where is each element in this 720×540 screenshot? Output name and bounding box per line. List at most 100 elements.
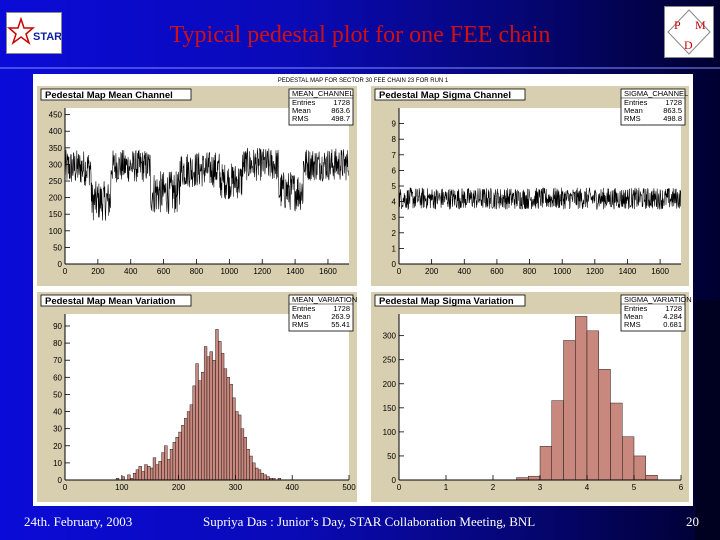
x-tick-label: 400 (458, 267, 472, 276)
histogram-bar (144, 464, 148, 481)
x-tick-label: 300 (229, 483, 243, 492)
x-tick-label: 1200 (253, 267, 271, 276)
histogram-bar (209, 351, 213, 481)
histogram-bar (198, 380, 202, 481)
y-tick-label: 300 (383, 332, 397, 341)
histogram-bar (181, 425, 185, 481)
histogram-bar (147, 466, 151, 481)
histogram-bar (598, 369, 611, 481)
y-tick-label: 200 (49, 194, 63, 203)
stats-entries-label: Entries (292, 98, 316, 107)
x-tick-label: 2 (491, 483, 496, 492)
y-tick-label: 70 (53, 356, 62, 365)
histogram-bar (255, 467, 259, 481)
stats-rms-value: 498.7 (331, 114, 350, 123)
stats-entries-label: Entries (292, 304, 316, 313)
y-tick-label: 100 (383, 428, 397, 437)
y-tick-label: 400 (49, 127, 63, 136)
histogram-bar (149, 467, 154, 481)
stats-rms-value: 498.8 (663, 114, 682, 123)
stats-box (620, 88, 686, 126)
x-tick-label: 400 (124, 267, 138, 276)
histogram-bar (229, 383, 233, 481)
histogram-bar (215, 329, 219, 481)
histogram-bar (178, 431, 182, 481)
histogram-bar (169, 448, 174, 481)
x-tick-label: 600 (490, 267, 504, 276)
x-tick-label: 1200 (586, 267, 604, 276)
stats-mean-value: 863.5 (663, 106, 682, 115)
histogram-bar (263, 474, 267, 481)
y-tick-label: 9 (392, 120, 397, 129)
y-tick-label: 0 (392, 260, 397, 269)
stats-rms-label: RMS (624, 320, 641, 329)
y-tick-label: 0 (58, 476, 63, 485)
y-tick-label: 50 (387, 452, 396, 461)
x-tick-label: 200 (425, 267, 439, 276)
histogram-bar (575, 316, 588, 481)
histogram-bar (240, 428, 245, 481)
histogram-bar (238, 414, 242, 481)
y-tick-label: 6 (392, 166, 397, 175)
stats-entries-label: Entries (624, 304, 648, 313)
stats-mean-value: 4.284 (663, 312, 682, 321)
right-shadow (695, 300, 720, 540)
histogram-bar (551, 400, 564, 481)
y-tick-label: 300 (49, 160, 63, 169)
star-logo-text: STAR (33, 31, 61, 43)
chart-title-box (374, 294, 526, 307)
histogram-bar (260, 472, 265, 481)
slide-title: Typical pedestal plot for one FEE chain (169, 22, 551, 48)
y-tick-label: 20 (53, 442, 62, 451)
stats-name: MEAN_VARIATION (292, 295, 357, 304)
stats-mean-value: 263.9 (331, 312, 350, 321)
histogram-bar (155, 464, 159, 481)
chart-title-box (374, 88, 526, 101)
y-tick-label: 90 (53, 322, 62, 331)
canvas-header: PEDESTAL MAP FOR SECTOR 30 FEE CHAIN 23 … (278, 78, 449, 84)
x-tick-label: 1 (444, 483, 449, 492)
stats-entries-value: 1728 (665, 98, 682, 107)
stats-box (288, 294, 354, 332)
x-tick-label: 1400 (619, 267, 637, 276)
histogram-bar (257, 469, 262, 481)
histogram-bar (220, 353, 225, 481)
histogram-bar (158, 460, 162, 481)
stats-entries-value: 1728 (333, 304, 350, 313)
chart-title-box (40, 294, 192, 307)
histogram-bar (203, 346, 208, 481)
x-tick-label: 0 (63, 267, 68, 276)
x-tick-label: 800 (523, 267, 537, 276)
diamond-icon (667, 9, 711, 55)
stats-name: MEAN_CHANNEL (292, 89, 354, 98)
stats-rms-value: 55.41 (331, 320, 350, 329)
histogram-bar (127, 474, 131, 481)
y-tick-label: 10 (53, 459, 62, 468)
pmd-letter-d: D (684, 38, 693, 52)
x-tick-label: 0 (397, 267, 402, 276)
histogram-bar (201, 371, 205, 481)
chart-title: Pedestal Map Sigma Variation (379, 296, 514, 307)
histogram-bar (622, 436, 635, 481)
stats-name: SIGMA_VARIATION (624, 295, 692, 304)
x-tick-label: 200 (172, 483, 186, 492)
x-tick-label: 1000 (220, 267, 238, 276)
y-tick-label: 250 (49, 177, 63, 186)
histogram-bar (189, 404, 194, 481)
stats-mean-value: 863.6 (331, 106, 350, 115)
histogram-bar (175, 437, 179, 481)
star-logo: STAR (6, 12, 62, 54)
y-tick-label: 150 (49, 210, 63, 219)
chart-title: Pedestal Map Mean Variation (45, 296, 176, 307)
plot-frame (65, 108, 349, 264)
pmd-letter-p: P (674, 18, 681, 32)
chart-title: Pedestal Map Mean Channel (45, 90, 173, 101)
histogram-bar (226, 377, 230, 481)
star-icon (6, 16, 36, 46)
histogram-bar (586, 330, 599, 481)
y-tick-label: 50 (53, 243, 62, 252)
y-tick-label: 100 (49, 227, 63, 236)
stats-rms-value: 0.681 (663, 320, 682, 329)
y-tick-label: 4 (392, 198, 397, 207)
histogram-bar (235, 411, 239, 481)
